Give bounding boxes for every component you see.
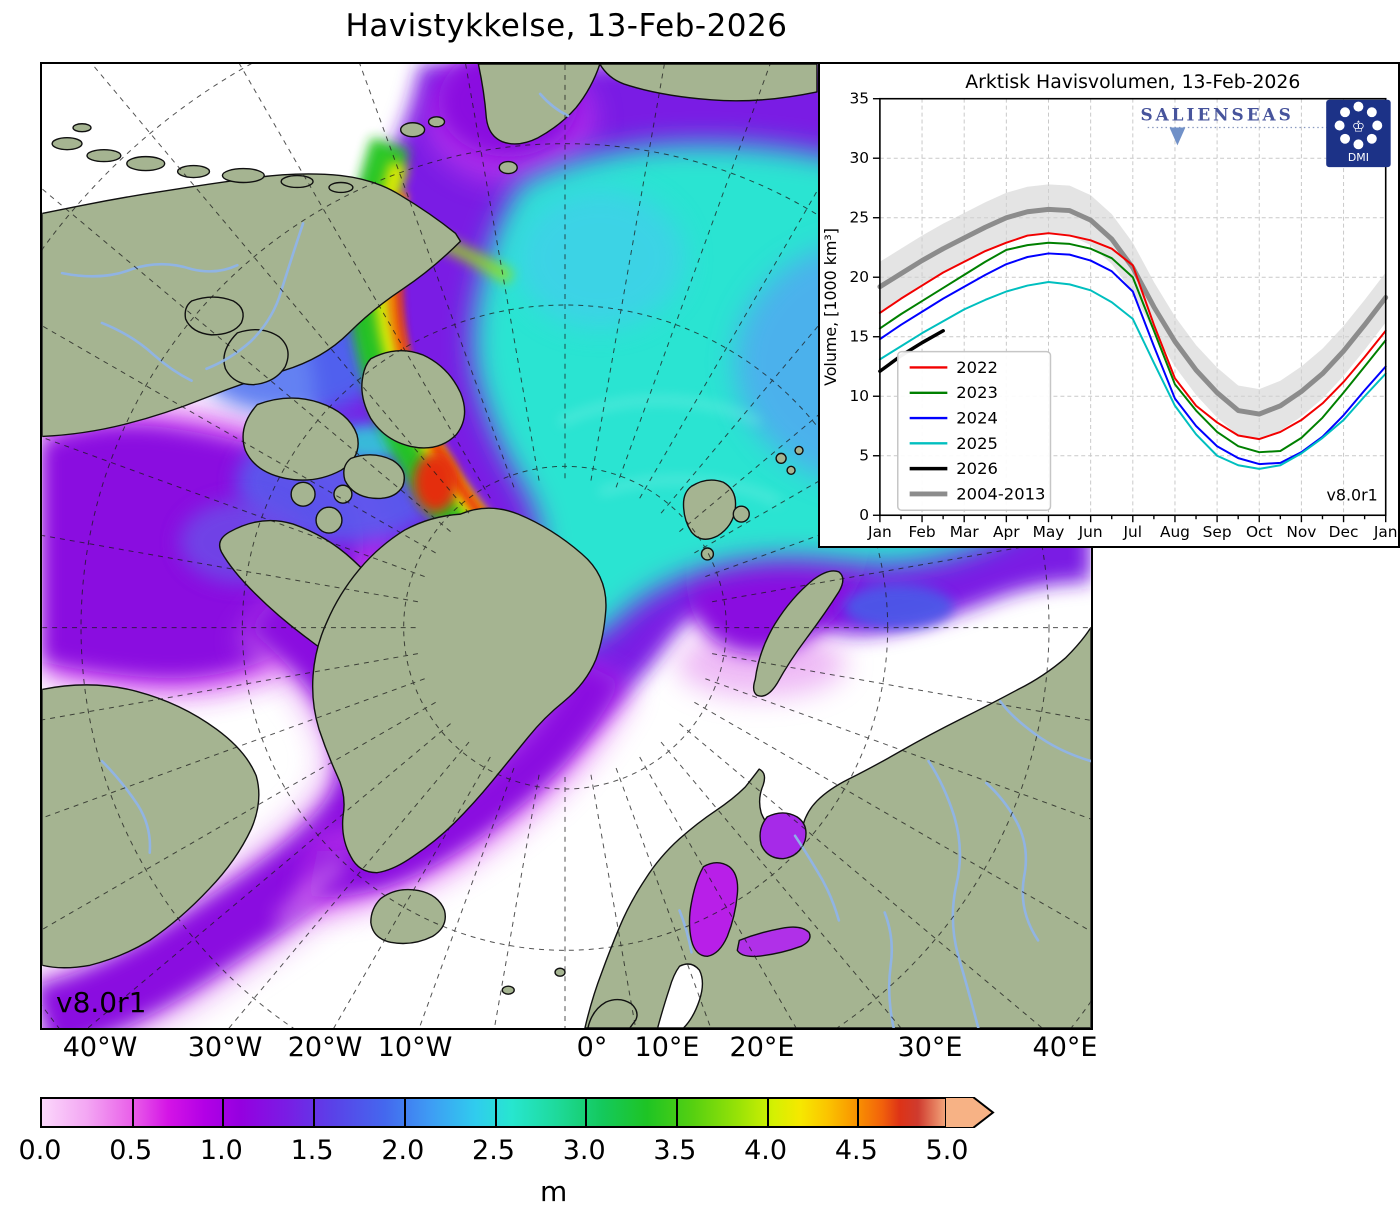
x-tick-label: Sep (1203, 523, 1232, 541)
legend-label: 2026 (956, 459, 998, 478)
y-tick-label: 0 (859, 506, 869, 524)
chart-version-label: v8.0r1 (1327, 485, 1378, 504)
x-tick-label: Feb (908, 523, 935, 541)
colorbar-tick (585, 1099, 588, 1126)
y-tick-label: 25 (849, 209, 869, 227)
land-novaya-zemlya (752, 570, 844, 697)
series-2023 (878, 241, 1387, 454)
colorbar-tick-label: 0.0 (18, 1135, 62, 1166)
volume-chart-panel: Arktisk Havisvolumen, 13-Feb-2026 Volume… (818, 62, 1400, 548)
lon-tick-label: 10°E (634, 1032, 700, 1063)
lon-tick-label: 20°E (729, 1032, 795, 1063)
lon-tick-label: 10°W (377, 1032, 453, 1063)
colorbar-tick-label: 4.0 (744, 1135, 788, 1166)
lon-tick-label: 40°W (62, 1032, 138, 1063)
colorbar-tick-label: 3.5 (653, 1135, 697, 1166)
legend-label: 2022 (956, 358, 998, 377)
colorbar-tick-label: 4.5 (834, 1135, 878, 1166)
x-tick-label: Nov (1286, 523, 1316, 541)
page-title: Havistykkelse, 13-Feb-2026 (345, 8, 788, 44)
land-greenland (311, 507, 607, 874)
series-2026 (878, 329, 945, 373)
thickness-colorbar: 0.0 0.5 1.0 1.5 2.0 2.5 3.0 3.5 4.0 4.5 5.0 m (19, 1097, 1000, 1208)
legend-label: 2023 (956, 383, 998, 402)
y-tick-label: 5 (859, 447, 869, 465)
lon-tick-label: 30°E (897, 1032, 963, 1063)
x-tick-label: Apr (993, 523, 1020, 541)
colorbar-tick (403, 1099, 406, 1126)
colorbar-overflow-arrow (945, 1097, 995, 1128)
series-2022 (878, 232, 1387, 441)
legend-label: 2024 (956, 409, 998, 428)
y-tick-label: 35 (849, 90, 869, 108)
chart-title: Arktisk Havisvolumen, 13-Feb-2026 (965, 72, 1300, 93)
land-iceland (370, 888, 446, 945)
arctic-map-svg (42, 64, 1091, 1028)
colorbar-tick-label: 1.5 (290, 1135, 334, 1166)
x-tick-label: Oct (1246, 523, 1273, 541)
colorbar-tick-label: 3.0 (562, 1135, 606, 1166)
sea-ice-thickness-map: v8.0r1 (40, 62, 1093, 1030)
map-version-label: v8.0r1 (56, 986, 147, 1019)
x-tick-label: May (1033, 523, 1065, 541)
dmi-logo: ♔ DMI (1326, 99, 1391, 168)
colorbar-tick (131, 1099, 134, 1126)
land-svalbard (682, 479, 737, 540)
colorbar-tick (313, 1099, 316, 1126)
colorbar-tick (766, 1099, 769, 1126)
legend-label: 2025 (956, 434, 998, 453)
crown-icon: ♔ (1352, 117, 1365, 135)
salienseas-label: SALIENSEAS (1140, 105, 1293, 125)
x-tick-label: Jun (1078, 523, 1103, 541)
x-tick-label: Jan (867, 523, 892, 541)
colorbar-tick-label: 1.0 (199, 1135, 243, 1166)
rivers-layer (60, 92, 1091, 1028)
colorbar-unit-label: m (540, 1175, 568, 1208)
y-tick-label: 10 (849, 387, 869, 405)
colorbar-tick-label: 2.5 (472, 1135, 515, 1166)
lon-tick-label: 30°W (187, 1032, 263, 1063)
lon-tick-label: 40°E (1032, 1032, 1098, 1063)
volume-chart-svg: Arktisk Havisvolumen, 13-Feb-2026 Volume… (821, 72, 1398, 541)
y-tick-label: 20 (849, 268, 869, 286)
colorbar-tick (222, 1099, 225, 1126)
series-2025 (878, 280, 1387, 470)
x-tick-label: Dec (1329, 523, 1359, 541)
chart-legend: 2022 2023 2024 2025 2026 2004-2013 (897, 350, 1052, 512)
lon-tick-label: 20°W (287, 1032, 363, 1063)
sail-icon (1169, 127, 1186, 146)
x-tick-label: Aug (1160, 523, 1190, 541)
legend-label: 2004-2013 (956, 484, 1045, 503)
lon-tick-label: 0° (576, 1032, 608, 1063)
colorbar-tick-label: 5.0 (925, 1135, 969, 1166)
salienseas-logo: SALIENSEAS (1140, 105, 1329, 146)
y-tick-label: 15 (849, 328, 869, 346)
chart-ylabel: Volume, [1000 km³] (821, 228, 840, 386)
chart-frame (879, 97, 1387, 517)
colorbar-gradient (40, 1097, 947, 1128)
colorbar-tick (494, 1099, 497, 1126)
x-tick-label: Mar (950, 523, 980, 541)
colorbar-tick (675, 1099, 678, 1126)
dmi-label: DMI (1348, 151, 1369, 164)
land-chukotka (477, 64, 601, 145)
x-tick-label: Jul (1123, 523, 1143, 541)
colorbar-tick-label: 2.0 (381, 1135, 425, 1166)
x-tick-label: Jan (1373, 523, 1398, 541)
colorbar-tick (857, 1099, 860, 1126)
colorbar-tick-label: 0.5 (109, 1135, 153, 1166)
longitude-axis: 40°W 30°W 20°W 10°W 0° 10°E 20°E 30°E 40°E (40, 1032, 1100, 1068)
land-labrador (42, 684, 260, 969)
land-layer (42, 64, 1091, 1028)
y-tick-label: 30 (849, 149, 869, 167)
